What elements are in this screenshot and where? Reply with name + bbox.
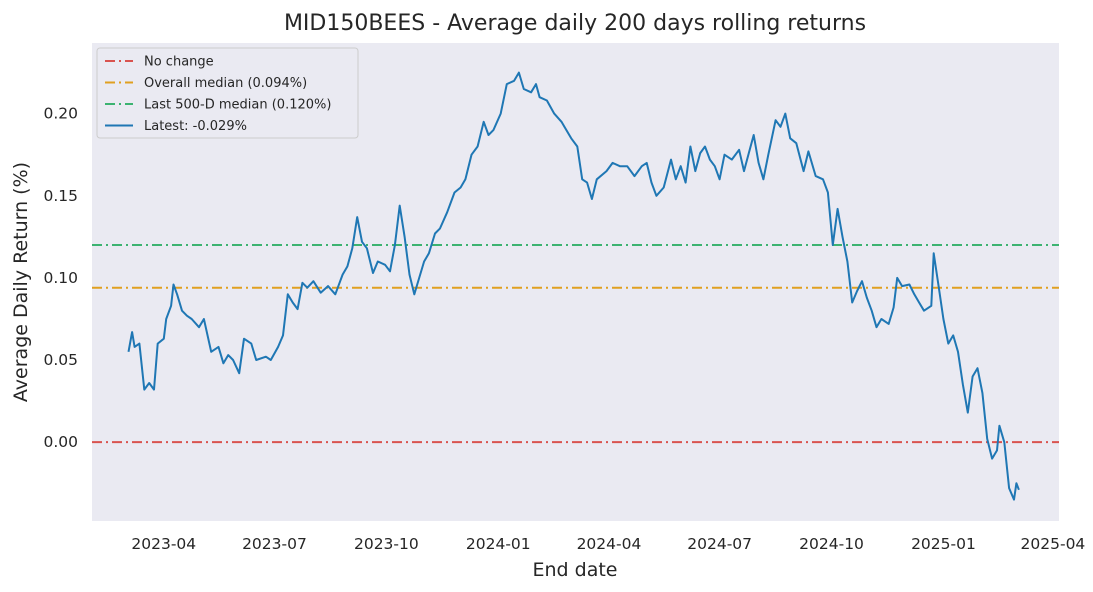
legend-label: Last 500-D median (0.120%) (144, 98, 331, 113)
chart-title: MID150BEES - Average daily 200 days roll… (284, 11, 866, 36)
legend-label: Latest: -0.029% (144, 119, 247, 134)
legend-entries: No change Overall median (0.094%) Last 500… (105, 55, 331, 134)
y-tick-label: 0.20 (43, 105, 78, 123)
legend-box (96, 47, 359, 139)
x-tick-label: 2023-10 (354, 535, 419, 553)
x-tick-label: 2025-04 (1021, 535, 1086, 553)
y-tick-label: 0.05 (43, 351, 78, 369)
y-tick-labels: 0.00 0.05 0.10 0.15 0.20 (43, 105, 78, 452)
y-axis-label: Average Daily Return (%) (10, 162, 32, 402)
x-tick-label: 2024-10 (799, 535, 864, 553)
series-line-0 (127, 71, 1020, 501)
reference-lines (92, 244, 1059, 444)
x-tick-label: 2024-07 (687, 535, 752, 553)
x-tick-label: 2024-04 (577, 535, 642, 553)
x-tick-label: 2023-07 (242, 535, 307, 553)
legend-label: Overall median (0.094%) (144, 76, 307, 91)
x-axis-label: End date (533, 559, 618, 581)
series-layer (127, 71, 1020, 501)
x-tick-label: 2024-01 (466, 535, 531, 553)
x-tick-label: 2023-04 (131, 535, 196, 553)
y-tick-label: 0.10 (43, 269, 78, 287)
x-tick-label: 2025-01 (911, 535, 976, 553)
y-tick-label: 0.15 (43, 187, 78, 205)
legend: No change Overall median (0.094%) Last 500… (96, 47, 359, 139)
x-tick-labels: 2023-04 2023-07 2023-10 2024-01 2024-04 2024-… (131, 535, 1085, 553)
y-tick-label: 0.00 (43, 433, 78, 451)
legend-label: No change (144, 55, 214, 70)
